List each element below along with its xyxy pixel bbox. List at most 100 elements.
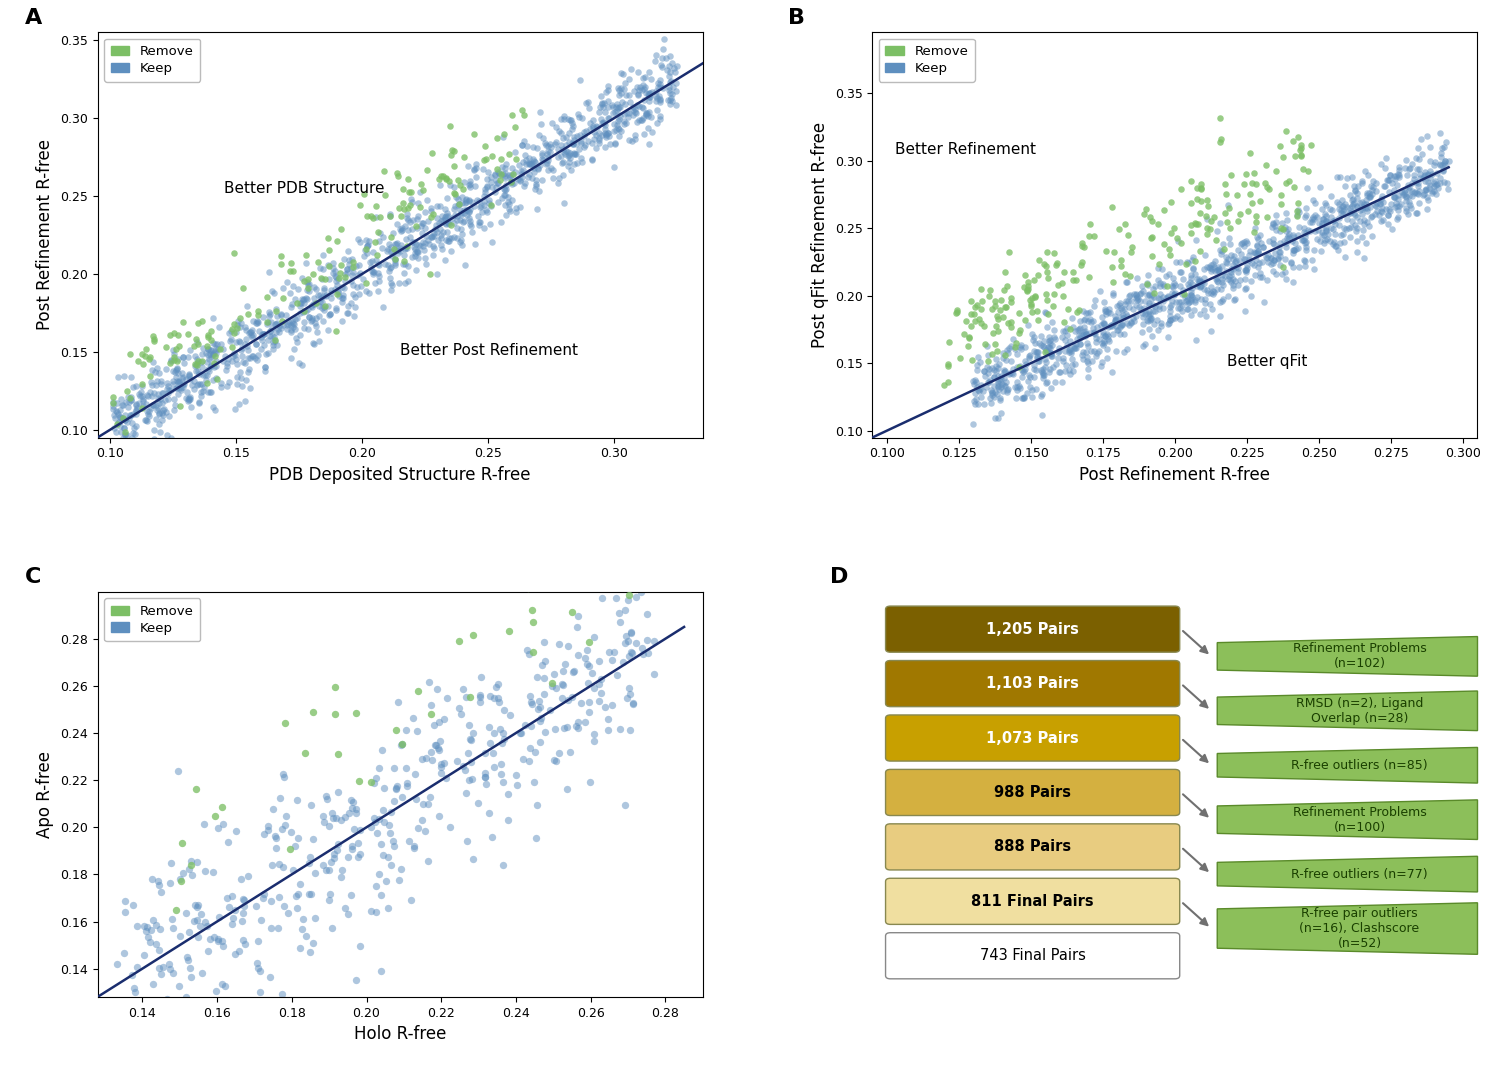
Point [480, 168, 504, 185]
Point [411, 238, 435, 255]
Point [496, 810, 520, 828]
Point [252, 825, 276, 843]
Point [1376, 172, 1400, 189]
Point [1125, 269, 1149, 286]
Point [1108, 318, 1132, 336]
Point [616, 680, 640, 697]
Point [1395, 189, 1419, 206]
Point [146, 389, 170, 406]
Point [256, 308, 280, 325]
Point [436, 214, 460, 232]
Point [1107, 303, 1131, 321]
Point [321, 265, 345, 282]
Point [256, 264, 280, 281]
Point [112, 367, 136, 384]
Point [566, 105, 590, 122]
Point [1410, 187, 1434, 204]
Point [1095, 326, 1119, 343]
Point [134, 1006, 158, 1023]
Point [134, 341, 158, 358]
Point [1148, 285, 1172, 302]
Point [992, 344, 1016, 361]
Point [177, 368, 201, 385]
Point [1240, 195, 1264, 212]
Point [1348, 194, 1372, 211]
Point [543, 720, 567, 738]
Point [1034, 351, 1058, 368]
Point [1000, 366, 1024, 383]
Point [1330, 197, 1354, 214]
Point [1336, 204, 1360, 221]
Point [483, 166, 507, 183]
Point [501, 165, 525, 182]
Point [1302, 260, 1326, 278]
Point [634, 104, 658, 121]
Point [1300, 251, 1324, 268]
Point [201, 334, 225, 352]
Y-axis label: Post qFit Refinement R-free: Post qFit Refinement R-free [812, 122, 830, 348]
Point [394, 209, 418, 226]
Point [1346, 197, 1370, 214]
Point [1172, 282, 1196, 299]
Point [292, 289, 316, 307]
Point [369, 887, 393, 904]
Point [1184, 265, 1208, 282]
Point [398, 228, 422, 245]
Point [1282, 235, 1306, 252]
Point [1232, 237, 1256, 254]
Point [404, 248, 427, 265]
Point [225, 375, 249, 392]
Point [945, 301, 969, 318]
Point [1066, 322, 1090, 339]
Point [648, 78, 672, 95]
Point [398, 196, 422, 213]
Point [112, 904, 136, 921]
Point [1406, 175, 1429, 192]
Point [1389, 195, 1413, 212]
Point [634, 107, 658, 124]
Point [1419, 169, 1443, 187]
Point [1252, 294, 1276, 311]
Point [106, 405, 130, 422]
Point [1096, 300, 1120, 317]
Point [1101, 273, 1125, 291]
Point [381, 760, 405, 777]
Point [1110, 301, 1134, 318]
Point [1236, 203, 1260, 220]
Text: Better Post Refinement: Better Post Refinement [400, 343, 578, 358]
Point [540, 674, 564, 691]
Point [662, 59, 686, 76]
Point [249, 340, 273, 357]
Point [1068, 312, 1092, 329]
Point [948, 349, 972, 367]
Point [1402, 183, 1426, 200]
Point [448, 207, 472, 224]
Point [1128, 285, 1152, 302]
Point [1078, 215, 1102, 233]
Point [994, 373, 1018, 390]
Point [339, 259, 363, 277]
Point [430, 240, 454, 257]
Point [1089, 309, 1113, 326]
Point [1304, 222, 1328, 239]
Point [312, 279, 336, 296]
Point [188, 376, 211, 393]
Point [189, 965, 213, 982]
Point [260, 920, 284, 937]
Point [264, 302, 288, 319]
Point [1232, 176, 1256, 193]
Point [150, 404, 174, 421]
Point [147, 394, 171, 412]
Point [513, 155, 537, 173]
Point [999, 294, 1023, 311]
Point [1046, 277, 1070, 294]
Point [562, 575, 586, 592]
Point [966, 396, 990, 413]
Point [534, 557, 558, 575]
Point [503, 163, 526, 180]
Point [364, 877, 388, 894]
Point [1077, 268, 1101, 285]
Point [1170, 285, 1194, 302]
Point [1196, 220, 1219, 237]
Point [590, 94, 613, 111]
